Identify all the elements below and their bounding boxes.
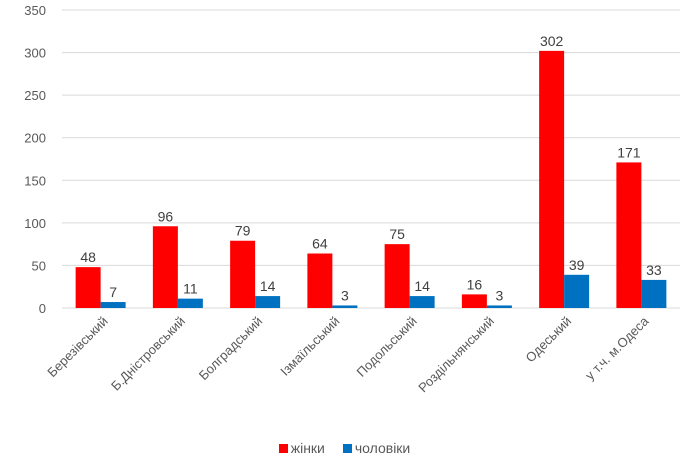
data-label: 39 <box>569 257 585 273</box>
data-label: 3 <box>341 287 349 303</box>
bar-women <box>307 253 333 308</box>
x-category-label: Болградський <box>196 314 266 384</box>
legend-label-men: чоловіки <box>354 440 411 456</box>
bar-men <box>486 305 512 308</box>
legend: жінки чоловіки <box>0 440 689 456</box>
y-tick-label: 50 <box>32 258 46 273</box>
bar-men <box>177 298 203 308</box>
data-label: 3 <box>495 287 503 303</box>
y-tick-label: 350 <box>24 3 46 18</box>
bar-men <box>564 274 590 308</box>
x-category-label: Ізмаїльський <box>277 314 342 379</box>
data-label: 79 <box>235 223 251 239</box>
data-label: 75 <box>389 226 405 242</box>
data-label: 14 <box>414 278 430 294</box>
y-tick-label: 100 <box>24 216 46 231</box>
data-label: 171 <box>617 144 641 160</box>
x-category-label: Подольський <box>354 314 420 380</box>
bar-women <box>461 294 487 308</box>
bar-women <box>539 50 565 309</box>
bar-women <box>230 240 256 308</box>
bar-women <box>616 162 642 308</box>
data-label: 64 <box>312 236 328 252</box>
data-label: 11 <box>183 281 198 297</box>
bar-women <box>152 226 178 308</box>
bar-men <box>255 296 281 308</box>
bar-men <box>332 305 358 308</box>
legend-item-women: жінки <box>278 440 325 456</box>
bar-men <box>409 296 435 308</box>
data-label: 96 <box>158 208 174 224</box>
data-label: 33 <box>646 262 662 278</box>
y-tick-label: 0 <box>39 301 46 316</box>
y-tick-label: 150 <box>24 173 46 188</box>
bar-men <box>641 279 667 308</box>
y-tick-label: 300 <box>24 46 46 61</box>
x-category-label: Роздільнянський <box>415 314 497 396</box>
x-category-label: у т.ч. м.Одеса <box>582 313 652 383</box>
legend-item-men: чоловіки <box>342 440 411 456</box>
data-label: 302 <box>540 33 564 49</box>
legend-swatch-men <box>342 443 352 453</box>
y-tick-label: 250 <box>24 88 46 103</box>
bar-men <box>100 302 126 308</box>
data-label: 48 <box>80 249 96 265</box>
y-tick-label: 200 <box>24 131 46 146</box>
data-label: 16 <box>467 276 483 292</box>
data-label: 7 <box>109 284 117 300</box>
data-label: 14 <box>260 278 276 294</box>
bar-women <box>75 267 101 308</box>
legend-swatch-women <box>278 443 288 453</box>
x-category-label: Одеський <box>523 314 575 366</box>
bar-women <box>384 244 410 308</box>
x-category-label: Березівський <box>44 314 110 380</box>
legend-label-women: жінки <box>290 440 325 456</box>
x-category-label: Б.Дністровський <box>108 314 188 394</box>
